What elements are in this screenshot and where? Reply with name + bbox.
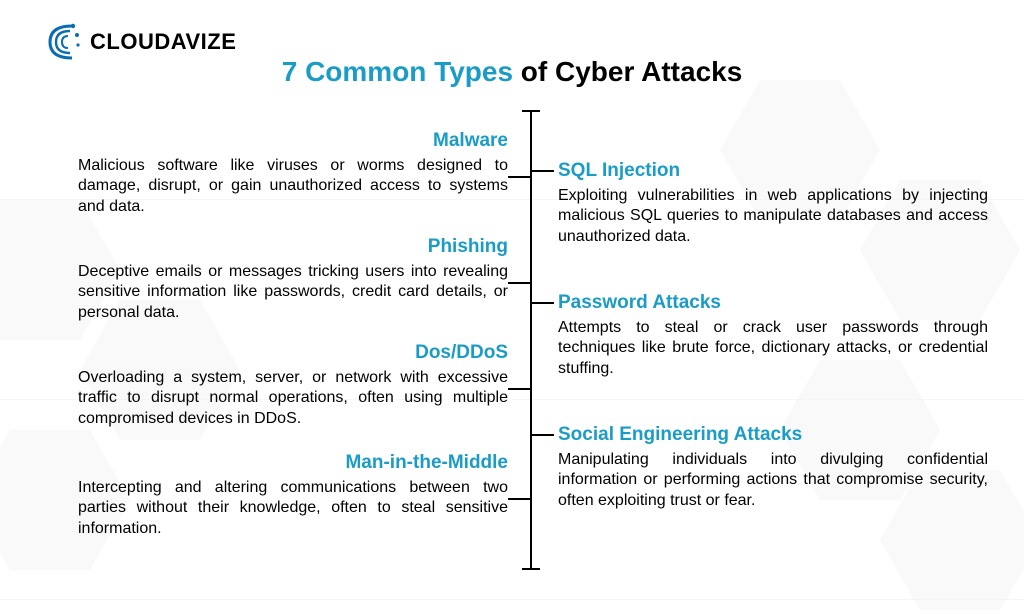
logo-text: CLOUDAVIZE xyxy=(90,29,236,55)
connector-tick xyxy=(530,434,554,436)
attack-title: Phishing xyxy=(78,236,508,258)
attack-description: Intercepting and altering communications… xyxy=(78,478,508,539)
attack-title: SQL Injection xyxy=(558,160,988,182)
attack-item: Social Engineering Attacks Manipulating i… xyxy=(558,424,988,511)
connector-tick xyxy=(530,302,554,304)
connector-tick xyxy=(508,176,532,178)
title-rest: of Cyber Attacks xyxy=(513,56,742,87)
attack-item: Dos/DDoS Overloading a system, server, or… xyxy=(78,342,508,429)
page-title: 7 Common Types of Cyber Attacks xyxy=(282,56,743,88)
attack-item: SQL Injection Exploiting vulnerabilities … xyxy=(558,160,988,247)
attack-title: Malware xyxy=(78,130,508,152)
attack-title: Dos/DDoS xyxy=(78,342,508,364)
attack-title: Password Attacks xyxy=(558,292,988,314)
attack-description: Overloading a system, server, or network… xyxy=(78,368,508,429)
attack-description: Manipulating individuals into divulging … xyxy=(558,450,988,511)
timeline-axis xyxy=(530,110,532,570)
connector-tick xyxy=(508,498,532,500)
attack-description: Deceptive emails or messages tricking us… xyxy=(78,262,508,323)
connector-tick xyxy=(508,388,532,390)
logo: CLOUDAVIZE xyxy=(40,20,236,64)
title-accent: 7 Common Types xyxy=(282,56,513,87)
attack-item: Phishing Deceptive emails or messages tri… xyxy=(78,236,508,323)
attack-title: Man-in-the-Middle xyxy=(78,452,508,474)
attack-description: Attempts to steal or crack user password… xyxy=(558,318,988,379)
attack-title: Social Engineering Attacks xyxy=(558,424,988,446)
logo-icon xyxy=(40,20,84,64)
attack-item: Man-in-the-Middle Intercepting and alteri… xyxy=(78,452,508,539)
attack-description: Exploiting vulnerabilities in web applic… xyxy=(558,186,988,247)
connector-tick xyxy=(508,282,532,284)
content-layer: CLOUDAVIZE 7 Common Types of Cyber Attac… xyxy=(0,0,1024,614)
attack-description: Malicious software like viruses or worms… xyxy=(78,156,508,217)
attack-item: Password Attacks Attempts to steal or cra… xyxy=(558,292,988,379)
connector-tick xyxy=(530,170,554,172)
attack-item: Malware Malicious software like viruses o… xyxy=(78,130,508,217)
